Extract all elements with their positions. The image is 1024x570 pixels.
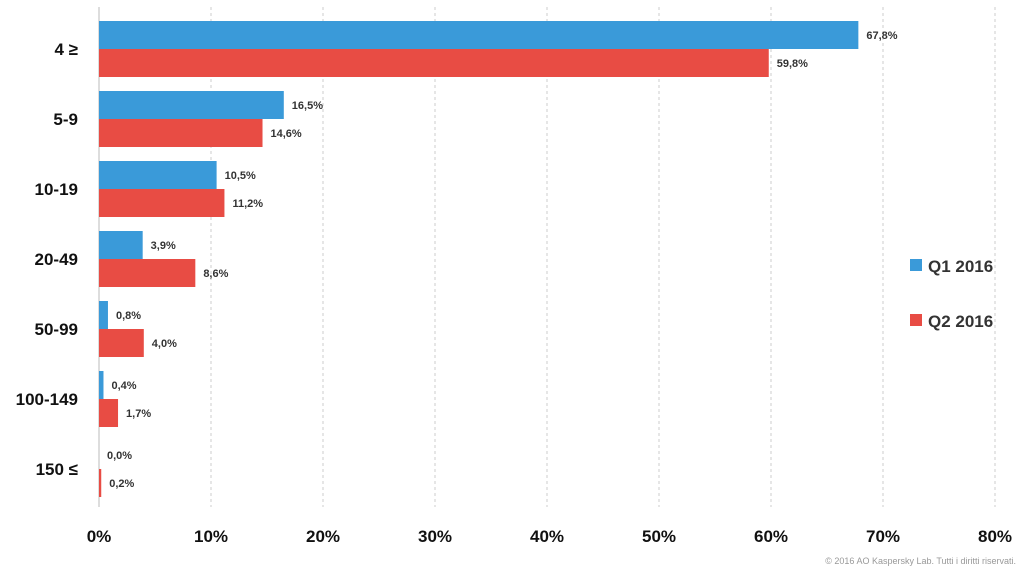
value-labels: 67,8% 59,8% 16,5% 14,6% 10,5% 11,2% 3,9% 8,6% 0,…	[107, 30, 898, 490]
category-label: 10-19	[35, 180, 78, 199]
x-tick-label: 20%	[306, 527, 340, 546]
category-label: 50-99	[35, 320, 78, 339]
value-label: 8,6%	[203, 268, 228, 280]
x-tick-label: 80%	[978, 527, 1012, 546]
legend-swatch	[910, 259, 922, 271]
bar	[99, 91, 284, 119]
x-tick-label: 70%	[866, 527, 900, 546]
value-label: 16,5%	[292, 100, 323, 112]
category-label: 5-9	[53, 110, 78, 129]
x-tick-label: 60%	[754, 527, 788, 546]
value-label: 14,6%	[271, 128, 302, 140]
bar	[99, 161, 217, 189]
x-tick-label: 50%	[642, 527, 676, 546]
bar	[99, 21, 859, 49]
x-tick-label: 10%	[194, 527, 228, 546]
category-label: 4 ≥	[54, 40, 78, 59]
value-label: 4,0%	[152, 338, 177, 350]
x-tick-labels: 0% 10% 20% 30% 40% 50% 60% 70% 80%	[87, 527, 1012, 546]
value-label: 0,8%	[116, 310, 141, 322]
x-tick-label: 30%	[418, 527, 452, 546]
value-label: 0,4%	[111, 380, 136, 392]
value-label: 59,8%	[777, 58, 808, 70]
legend-swatch	[910, 314, 922, 326]
value-label: 67,8%	[866, 30, 897, 42]
bar	[99, 329, 144, 357]
gridlines	[98, 7, 996, 507]
value-label: 10,5%	[225, 170, 256, 182]
bar	[99, 399, 119, 427]
value-label: 3,9%	[151, 240, 176, 252]
category-labels: 4 ≥ 5-9 10-19 20-49 50-99 100-149 150 ≤	[16, 40, 78, 479]
copyright-notice: © 2016 AO Kaspersky Lab. Tutti i diritti…	[825, 556, 1016, 566]
value-label: 1,7%	[126, 408, 151, 420]
x-tick-label: 0%	[87, 527, 112, 546]
legend-label: Q2 2016	[928, 312, 993, 331]
x-tick-label: 40%	[530, 527, 564, 546]
category-label: 100-149	[16, 390, 78, 409]
bar	[99, 301, 108, 329]
value-label: 0,0%	[107, 450, 132, 462]
value-label: 11,2%	[232, 198, 263, 210]
value-label: 0,2%	[109, 478, 134, 490]
bar	[99, 371, 104, 399]
bars-layer	[99, 21, 859, 497]
bar	[99, 259, 196, 287]
bar	[99, 231, 143, 259]
bar	[99, 49, 769, 77]
bar	[99, 469, 102, 497]
bar	[99, 189, 225, 217]
legend-label: Q1 2016	[928, 257, 993, 276]
category-label: 20-49	[35, 250, 78, 269]
category-label: 150 ≤	[36, 460, 78, 479]
legend: Q1 2016 Q2 2016	[910, 257, 993, 331]
bar	[99, 119, 263, 147]
